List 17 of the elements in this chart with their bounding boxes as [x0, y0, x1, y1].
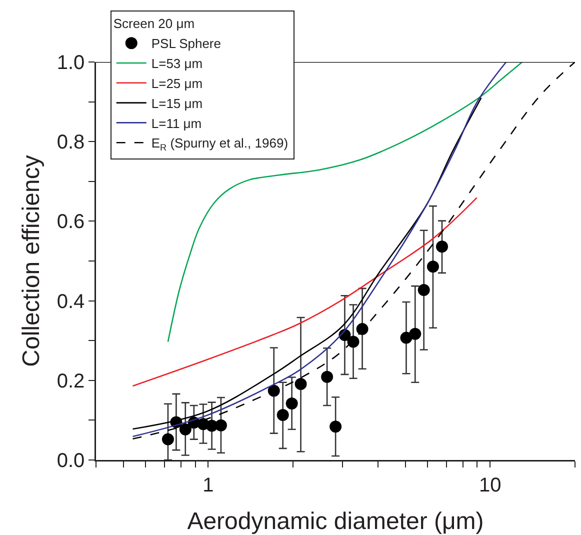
legend-label: L=25 μm: [151, 76, 203, 91]
legend-label: L=15 μm: [151, 96, 203, 111]
legend-label: E$_{R}$ (Spurny et al., 1969): [151, 136, 288, 152]
legend-label: PSL Sphere: [151, 36, 221, 52]
legend-label: L=11 μm: [151, 116, 202, 131]
y-tick-label: 0.8: [56, 132, 85, 154]
y-tick-label: 0.2: [56, 370, 85, 392]
x-axis-title: Aerodynamic diameter (μm): [187, 508, 484, 535]
y-axis-title: Collection efficiency: [18, 155, 46, 367]
legend-title: Screen 20 μm: [113, 16, 195, 32]
x-tick-label: 1: [202, 474, 214, 496]
y-tick-label: 0.0: [56, 450, 85, 472]
legend-label: L=53 μm: [151, 56, 203, 72]
x-tick-label: 10: [479, 474, 502, 496]
y-tick-label: 1.0: [56, 52, 85, 74]
y-tick-label: 0.6: [56, 211, 85, 234]
y-tick-label: 0.4: [56, 290, 85, 313]
